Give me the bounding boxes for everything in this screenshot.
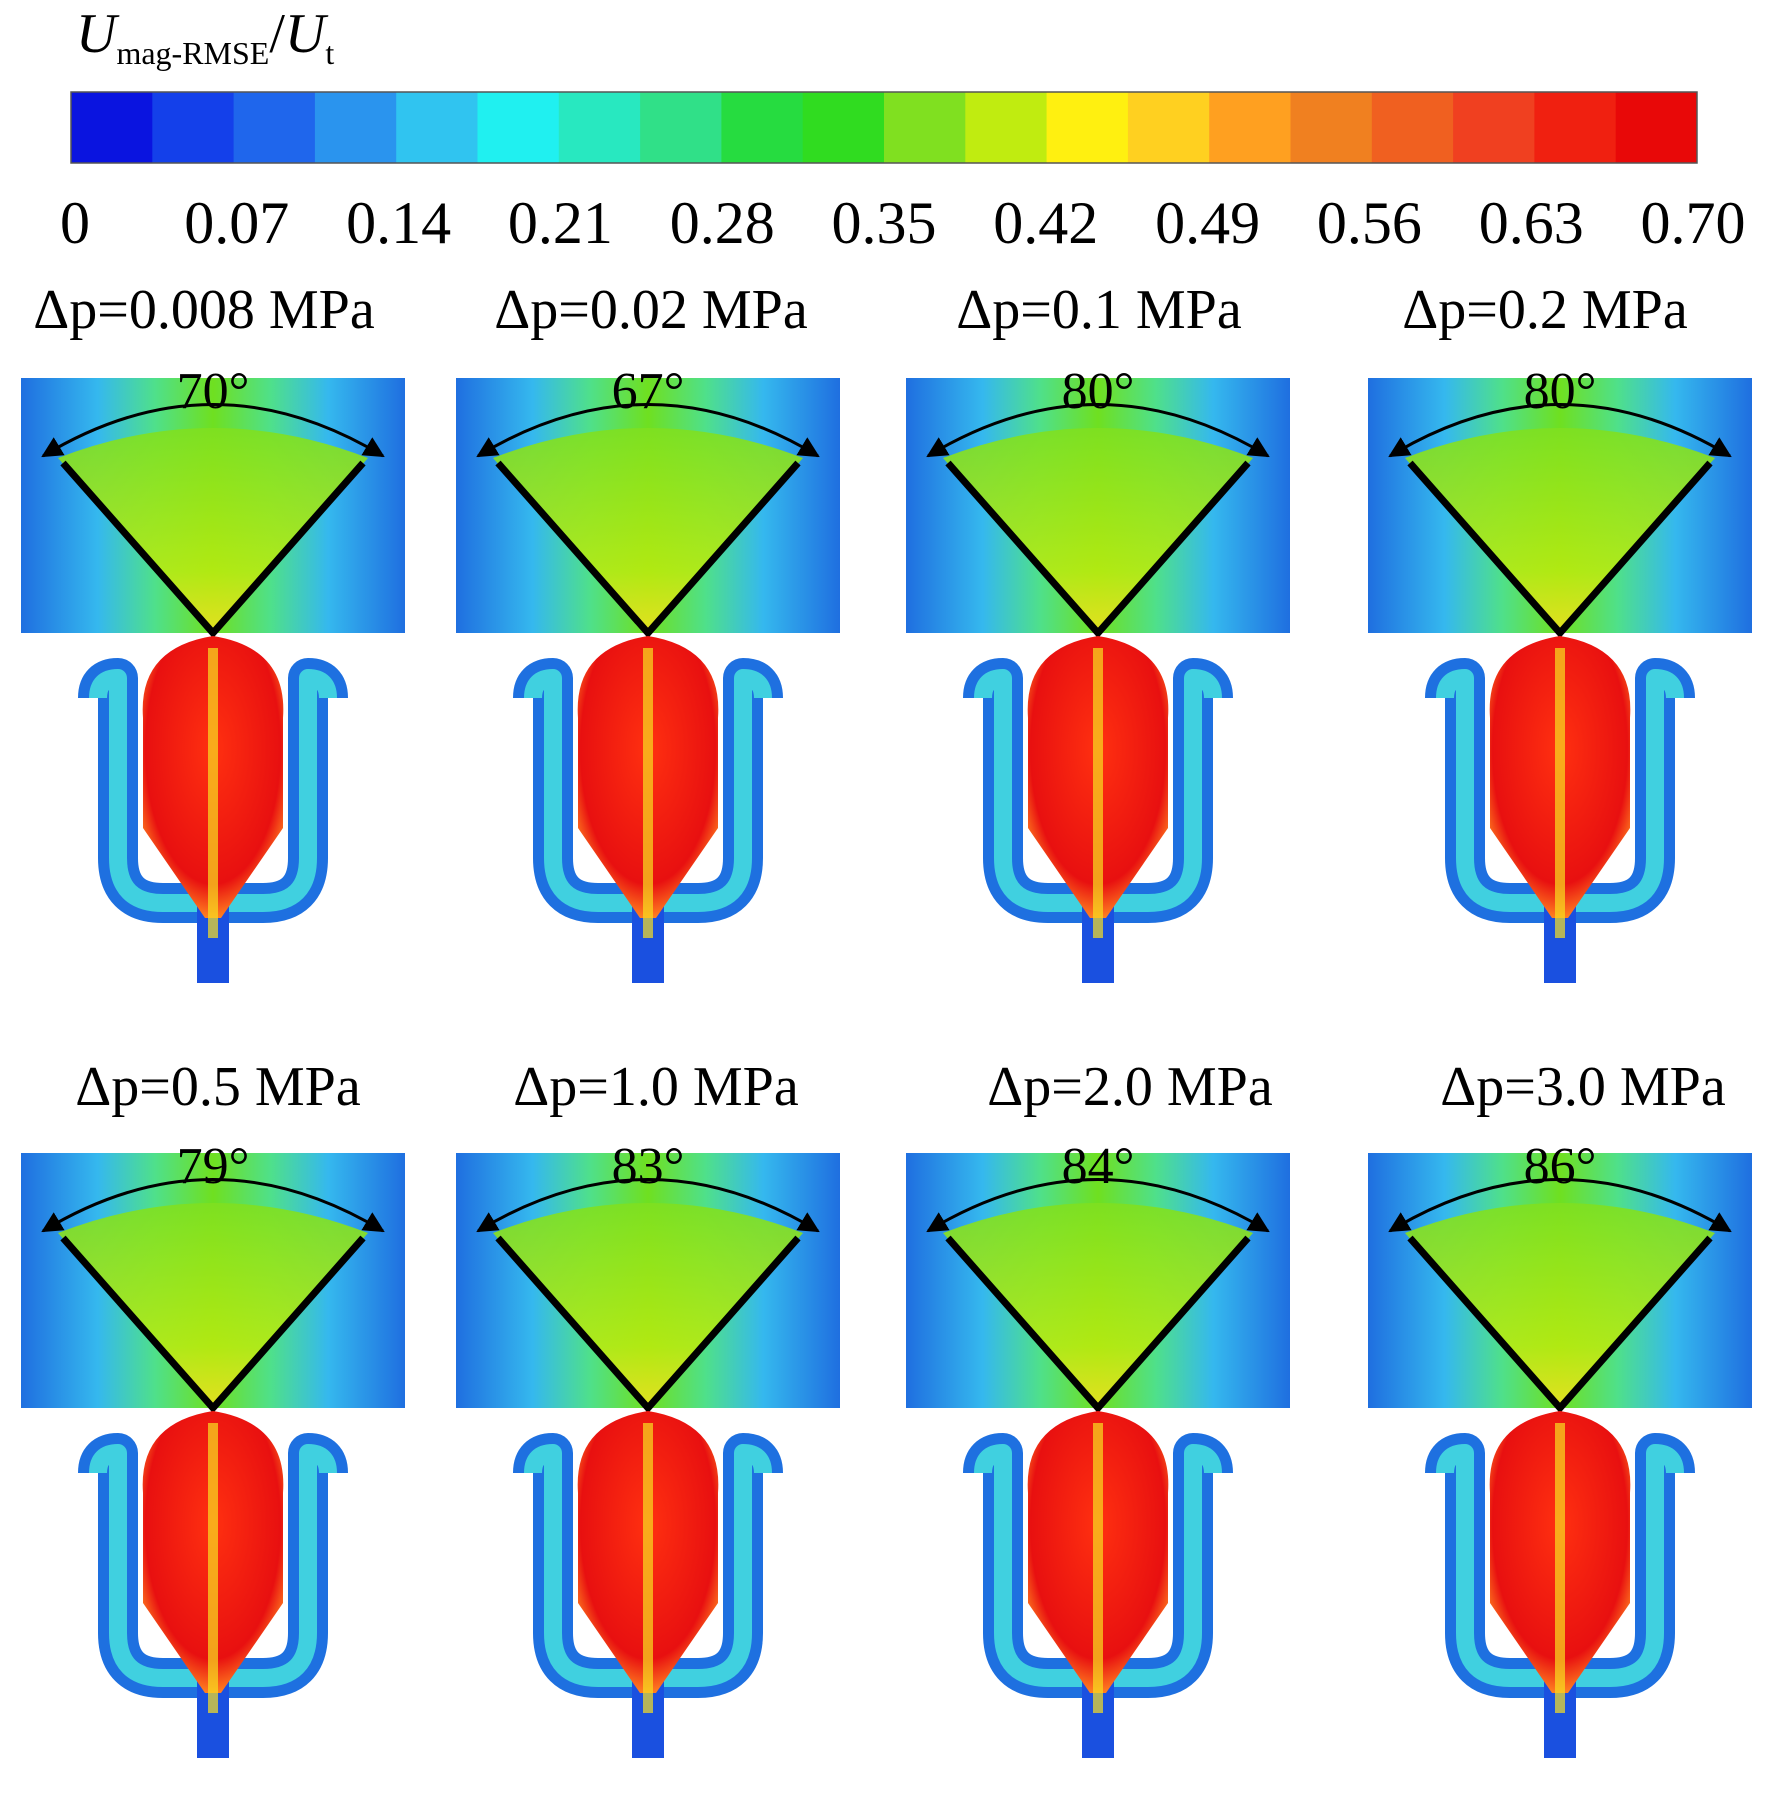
colorbar-tick-label: 0.56 bbox=[1317, 190, 1422, 256]
spray-fan bbox=[943, 1203, 1253, 1408]
panel: Δp=0.008 MPa 70° bbox=[21, 279, 405, 983]
panel-title: Δp=0.02 MPa bbox=[494, 279, 808, 341]
spray-angle: 67° bbox=[612, 363, 685, 420]
spray-edge bbox=[945, 460, 1251, 639]
panel-title: Δp=2.0 MPa bbox=[987, 1056, 1273, 1118]
colorbar-segment bbox=[884, 92, 966, 163]
spray-edge bbox=[60, 460, 366, 639]
panel: Δp=0.1 MPa 80° bbox=[906, 279, 1290, 983]
colorbar-segment bbox=[1615, 92, 1698, 163]
spray-angle: 70° bbox=[177, 363, 250, 420]
colorbar-tick-label: 0.49 bbox=[1155, 190, 1260, 256]
panel: Δp=2.0 MPa 84° bbox=[906, 1056, 1290, 1758]
colorbar-segment bbox=[1290, 92, 1373, 163]
panel-title: Δp=1.0 MPa bbox=[513, 1056, 799, 1118]
colorbar-frame bbox=[70, 91, 1698, 164]
panel-title: Δp=0.5 MPa bbox=[75, 1056, 361, 1118]
panel: Δp=1.0 MPa 83° bbox=[456, 1056, 840, 1758]
panel-title: Δp=0.008 MPa bbox=[33, 279, 375, 341]
colorbar-segment bbox=[1046, 92, 1129, 163]
spray-edge bbox=[495, 1235, 801, 1414]
spray-edge bbox=[495, 460, 801, 639]
spray-angle: 79° bbox=[177, 1138, 250, 1195]
colorbar-segment bbox=[477, 92, 560, 163]
spray-fan bbox=[1405, 1203, 1715, 1408]
panel: Δp=0.02 MPa 67° bbox=[456, 279, 840, 983]
angle-arc bbox=[926, 1178, 1270, 1233]
spray-fan bbox=[943, 428, 1253, 633]
panel: Δp=0.5 MPa 79° bbox=[21, 1056, 405, 1758]
panel-title: Δp=3.0 MPa bbox=[1440, 1056, 1726, 1118]
colorbar-tick-label: 0.42 bbox=[993, 190, 1098, 256]
angle-arc bbox=[476, 1178, 820, 1233]
spray-angle: 84° bbox=[1062, 1138, 1135, 1195]
colorbar-tick-label: 0.14 bbox=[346, 190, 451, 256]
colorbar-segment bbox=[152, 92, 235, 163]
colorbar-segment bbox=[1209, 92, 1291, 163]
spray-fan bbox=[58, 1203, 368, 1408]
spray-fan bbox=[1405, 428, 1715, 633]
spray-angle: 80° bbox=[1524, 363, 1597, 420]
label-denominator: U bbox=[285, 3, 329, 65]
label-subscript: mag-RMSE bbox=[116, 35, 269, 71]
spray-angle: 83° bbox=[612, 1138, 685, 1195]
colorbar-tick-label: 0.21 bbox=[508, 190, 613, 256]
colorbar-segment bbox=[1534, 92, 1617, 163]
colorbar-segment bbox=[1453, 92, 1535, 163]
colorbar-segment bbox=[802, 92, 885, 163]
colorbar-segment bbox=[1127, 92, 1210, 163]
label-slash: / bbox=[269, 3, 285, 65]
colorbar-tick-label: 0.07 bbox=[184, 190, 289, 256]
colorbar-tick-label: 0 bbox=[60, 190, 90, 256]
colorbar-label: Umag-RMSE/Ut bbox=[76, 3, 334, 71]
label-symbol: U bbox=[76, 3, 120, 65]
colorbar-tick-label: 0.63 bbox=[1479, 190, 1584, 256]
colorbar-segment bbox=[721, 92, 804, 163]
angle-arc bbox=[41, 403, 385, 458]
colorbar-tick-label: 0.70 bbox=[1641, 190, 1746, 256]
spray-fan bbox=[493, 1203, 803, 1408]
spray-fan bbox=[58, 428, 368, 633]
spray-edge bbox=[1407, 460, 1713, 639]
label-denominator-subscript: t bbox=[325, 35, 334, 71]
panel: Δp=3.0 MPa 86° bbox=[1368, 1056, 1752, 1758]
angle-arc bbox=[41, 1178, 385, 1233]
panel-title: Δp=0.2 MPa bbox=[1402, 279, 1688, 341]
colorbar-segment bbox=[71, 92, 153, 163]
spray-angle: 80° bbox=[1062, 363, 1135, 420]
spray-edge bbox=[60, 1235, 366, 1414]
spray-edge bbox=[945, 1235, 1251, 1414]
spray-fan bbox=[493, 428, 803, 633]
angle-arc bbox=[476, 403, 820, 458]
panel-title: Δp=0.1 MPa bbox=[956, 279, 1242, 341]
colorbar-segment bbox=[233, 92, 316, 163]
colorbar-segment bbox=[558, 92, 641, 163]
spray-edge bbox=[1407, 1235, 1713, 1414]
colorbar-segment bbox=[640, 92, 722, 163]
colorbar-segment bbox=[314, 92, 397, 163]
colorbar-segment bbox=[1371, 92, 1454, 163]
panel: Δp=0.2 MPa 80° bbox=[1368, 279, 1752, 983]
colorbar-segment bbox=[965, 92, 1048, 163]
colorbar-tick-label: 0.35 bbox=[832, 190, 937, 256]
angle-arc bbox=[1388, 1178, 1732, 1233]
colorbar-tick-label: 0.28 bbox=[670, 190, 775, 256]
spray-angle: 86° bbox=[1524, 1138, 1597, 1195]
angle-arc bbox=[1388, 403, 1732, 458]
angle-arc bbox=[926, 403, 1270, 458]
colorbar-segment bbox=[396, 92, 478, 163]
